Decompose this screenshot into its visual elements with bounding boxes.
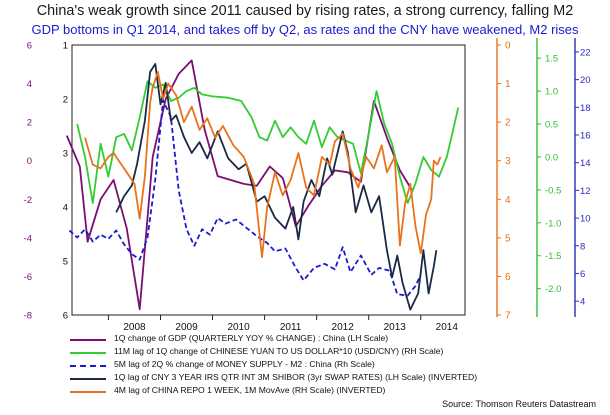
- rh_m2-tick-label: 14: [580, 158, 591, 169]
- lh_outer-tick-label: 6: [27, 41, 32, 52]
- legend-item: 4M lag of CHINA REPO 1 WEEK, 1M MovAve (…: [70, 385, 600, 398]
- rh_m2-tick-label: 10: [580, 214, 591, 225]
- rh_yuan-tick-label: -1.5: [545, 251, 561, 262]
- legend-label: 5M lag of 2Q % change of MONEY SUPPLY - …: [114, 359, 375, 369]
- lh_outer-tick-label: -4: [24, 233, 32, 244]
- rh_yuan-tick-label: 1.5: [545, 54, 558, 65]
- x-tick-label: 2011: [280, 322, 302, 333]
- chart-legend: 1Q change of GDP (QUARTERLY YOY % CHANGE…: [70, 333, 600, 398]
- lh_outer-tick-label: 0: [27, 156, 32, 167]
- legend-item: 5M lag of 2Q % change of MONEY SUPPLY - …: [70, 359, 600, 372]
- series-line-5: [84, 71, 442, 258]
- rh_yuan-tick-label: -0.5: [545, 185, 561, 196]
- legend-swatch: [70, 365, 106, 367]
- rh_m2-tick-label: 8: [580, 241, 585, 252]
- legend-label: 1Q lag of CNY 3 YEAR IRS QTR INT 3M SHIB…: [114, 372, 478, 382]
- series-line-2: [76, 80, 460, 204]
- rh_repo-tick-label: 4: [505, 195, 511, 206]
- rh_m2-tick-label: 18: [580, 103, 591, 114]
- rh_repo-tick-label: 2: [505, 118, 511, 129]
- legend-swatch: [70, 391, 106, 393]
- rh_repo-tick-label: 5: [505, 233, 511, 244]
- series-line-3: [68, 99, 422, 297]
- rh_repo-tick-label: 0: [505, 41, 511, 52]
- legend-swatch: [70, 378, 106, 380]
- source-note: Source: Thomson Reuters Datastream: [442, 399, 596, 409]
- legend-label: 1Q change of GDP (QUARTERLY YOY % CHANGE…: [114, 333, 389, 343]
- lh_outer-tick-label: -8: [24, 311, 32, 322]
- rh_m2-tick-label: 22: [580, 47, 591, 58]
- x-tick-label: 2008: [123, 322, 146, 333]
- legend-label: 4M lag of CHINA REPO 1 WEEK, 1M MovAve (…: [114, 385, 386, 395]
- legend-swatch: [70, 352, 106, 354]
- legend-item: 1Q change of GDP (QUARTERLY YOY % CHANGE…: [70, 333, 600, 346]
- rh_repo-tick-label: 7: [505, 311, 511, 322]
- x-tick-label: 2009: [175, 322, 198, 333]
- rh_m2-tick-label: 6: [580, 269, 585, 280]
- chart-subtitle: GDP bottoms in Q1 2014, and takes off by…: [31, 22, 579, 37]
- legend-item: 11M lag of 1Q change of CHINESE YUAN TO …: [70, 346, 600, 359]
- rh_m2-tick-label: 20: [580, 75, 591, 86]
- lh_inverted-tick-label: 2: [63, 95, 68, 106]
- legend-item: 1Q lag of CNY 3 YEAR IRS QTR INT 3M SHIB…: [70, 372, 600, 385]
- rh_yuan-tick-label: 0.0: [545, 152, 558, 163]
- rh_repo-tick-label: 6: [505, 272, 511, 283]
- x-tick-label: 2014: [436, 322, 459, 333]
- rh_yuan-tick-label: 0.5: [545, 120, 558, 131]
- rh_m2-tick-label: 4: [580, 297, 585, 308]
- lh_outer-tick-label: -6: [24, 272, 32, 283]
- lh_outer-tick-label: 2: [27, 118, 32, 129]
- rh_yuan-tick-label: 1.0: [545, 87, 558, 98]
- lh_inverted-tick-label: 1: [63, 41, 68, 52]
- lh_inverted-tick-label: 5: [63, 257, 68, 268]
- rh_yuan-tick-label: -1.0: [545, 218, 561, 229]
- lh_inverted-tick-label: 3: [63, 149, 68, 160]
- legend-swatch: [70, 339, 106, 341]
- x-tick-label: 2010: [227, 322, 250, 333]
- lh_outer-tick-label: 4: [27, 79, 32, 90]
- rh_repo-tick-label: 1: [505, 79, 511, 90]
- lh_outer-tick-label: -2: [24, 195, 32, 206]
- x-tick-label: 2013: [384, 322, 407, 333]
- rh_yuan-tick-label: -2.0: [545, 284, 561, 295]
- rh_repo-tick-label: 3: [505, 156, 511, 167]
- series-line-4: [115, 63, 438, 311]
- x-tick-label: 2012: [332, 322, 355, 333]
- rh_m2-tick-label: 16: [580, 131, 591, 142]
- lh_inverted-tick-label: 6: [63, 311, 68, 322]
- rh_m2-tick-label: 12: [580, 186, 591, 197]
- chart-title: China's weak growth since 2011 caused by…: [36, 3, 574, 19]
- lh_inverted-tick-label: 4: [63, 203, 68, 214]
- legend-label: 11M lag of 1Q change of CHINESE YUAN TO …: [114, 346, 444, 356]
